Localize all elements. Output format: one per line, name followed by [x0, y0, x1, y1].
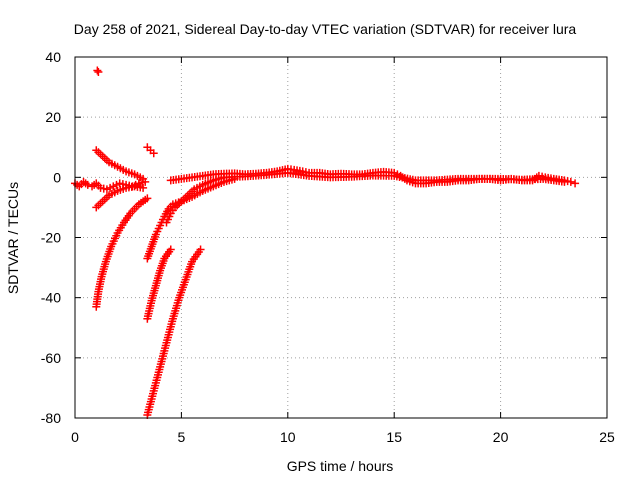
ticks-layer: 0 5 10 15 20 25 -80 -60 -40 -20 0 20 40 [41, 49, 615, 445]
data-point [139, 183, 148, 192]
x-tick-label: 15 [386, 429, 402, 445]
y-tick-label: -80 [41, 410, 61, 426]
x-tick-label: 0 [71, 429, 79, 445]
data-point [560, 177, 569, 186]
data-point [166, 245, 175, 254]
y-axis-label: SDTVAR / TECUs [5, 182, 21, 294]
y-tick-label: 40 [45, 49, 61, 65]
points-layer [71, 66, 580, 419]
data-point [139, 174, 148, 183]
y-tick-label: -40 [41, 290, 61, 306]
plot-frame [74, 56, 608, 419]
y-tick-label: -20 [41, 230, 61, 246]
y-tick-label: 20 [45, 109, 61, 125]
y-tick-label: 0 [53, 169, 61, 185]
y-tick-label: -60 [41, 350, 61, 366]
data-point [571, 179, 580, 188]
x-tick-label: 5 [178, 429, 186, 445]
x-axis-label: GPS time / hours [287, 458, 394, 474]
x-tick-label: 10 [280, 429, 296, 445]
chart-title: Day 258 of 2021, Sidereal Day-to-day VTE… [74, 21, 577, 37]
data-point [94, 68, 103, 77]
x-tick-label: 25 [599, 429, 615, 445]
data-point [149, 149, 158, 158]
x-tick-label: 20 [493, 429, 509, 445]
data-point [93, 66, 102, 75]
data-point [196, 245, 205, 254]
data-point [143, 194, 152, 203]
